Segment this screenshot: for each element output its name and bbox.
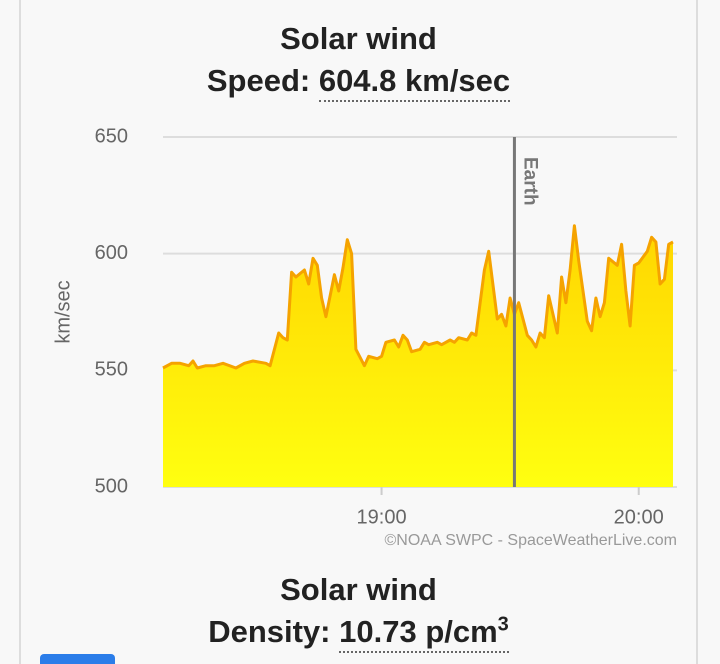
- subtitle: Speed: 604.8 km/sec: [20, 60, 697, 102]
- x-tick-label: 19:00: [357, 506, 407, 528]
- density-value-wrap: 10.73 p/cm3: [339, 614, 509, 653]
- density: Density: 10.73 p/cm3: [20, 611, 697, 653]
- y-tick-label: 500: [95, 475, 128, 497]
- earth-label: Earth: [519, 157, 540, 206]
- y-axis-label: km/sec: [52, 280, 74, 343]
- x-tick-label: 20:00: [614, 506, 664, 528]
- y-tick-label: 550: [95, 359, 128, 381]
- line: [162, 224, 674, 370]
- subtitle-label: Speed:: [206, 63, 311, 98]
- density-value: 10.73 p/cm: [339, 614, 498, 649]
- subtitle-value: 604.8 km/sec: [318, 63, 511, 102]
- density-label: Density:: [208, 614, 331, 649]
- y-tick-label: 600: [95, 242, 128, 264]
- y-tick-label: 650: [95, 125, 128, 147]
- icon: [40, 654, 115, 664]
- chart-title: Solar wind: [280, 21, 437, 56]
- credit: ©NOAA SWPC - SpaceWeatherLive.com: [385, 532, 677, 549]
- density-sup: 3: [497, 613, 509, 636]
- density-title: Solar wind: [280, 572, 437, 607]
